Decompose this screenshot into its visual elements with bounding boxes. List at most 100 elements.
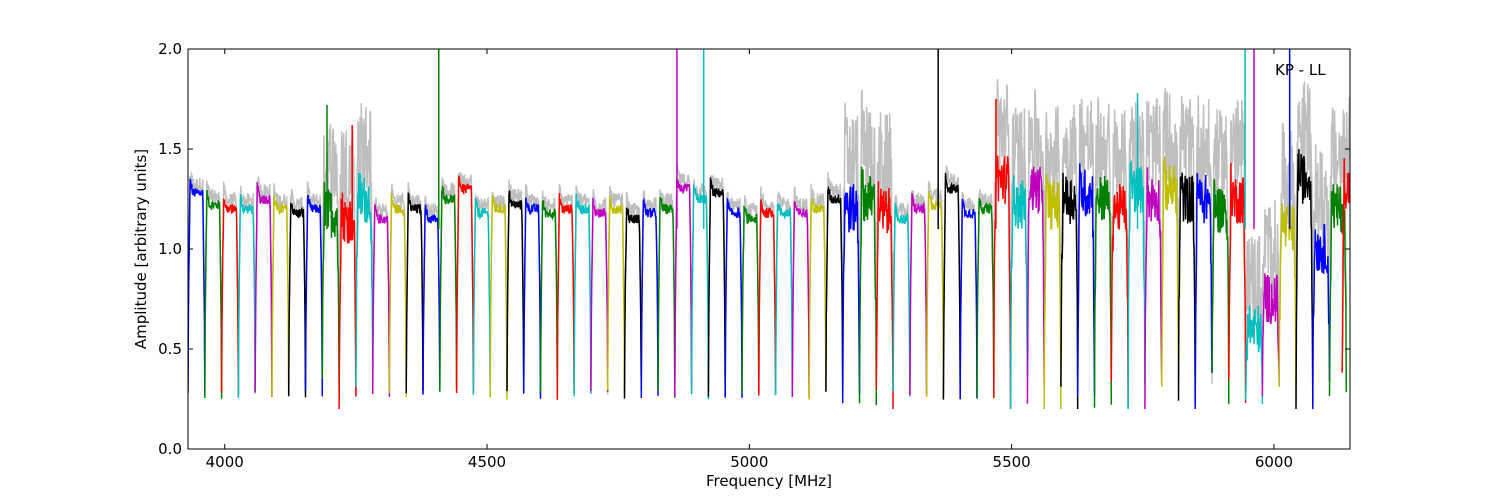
background-series-line <box>1295 81 1314 345</box>
channel-line <box>875 181 894 410</box>
channel-line <box>808 198 827 400</box>
background-series-line <box>1144 98 1163 350</box>
channel-line <box>422 204 441 395</box>
background-series-line <box>388 183 407 387</box>
background-series-line <box>338 129 357 391</box>
background-series-line <box>825 172 844 395</box>
channel-line <box>590 197 609 393</box>
channel-line <box>858 166 878 406</box>
channel-line <box>1060 172 1079 410</box>
background-series-line <box>758 186 777 394</box>
background-series-line <box>724 191 743 385</box>
background-series-line <box>539 190 559 395</box>
background-series-line <box>808 183 827 392</box>
background-series-line <box>875 112 894 366</box>
background-series-line <box>590 189 609 395</box>
background-series-line <box>1160 87 1180 384</box>
y-tick-label: 0.5 <box>158 340 182 358</box>
channel-line <box>254 182 273 398</box>
channel-line <box>1278 202 1297 403</box>
background-series-line <box>405 182 424 394</box>
y-tick-label: 1.5 <box>158 140 182 158</box>
channel-line <box>439 184 458 392</box>
channel-line <box>657 197 676 398</box>
channel-line <box>1228 162 1247 403</box>
channel-line <box>455 175 475 394</box>
channel-line <box>976 198 995 398</box>
channel-line <box>556 193 575 400</box>
background-series-line <box>1110 109 1129 381</box>
channel-line <box>909 193 928 396</box>
channel-line <box>573 193 592 397</box>
channel-line <box>1312 223 1331 410</box>
channel-line <box>791 200 810 398</box>
channel-line <box>237 193 256 399</box>
x-axis-label: Frequency [MHz] <box>706 472 832 490</box>
background-series-line <box>522 183 542 395</box>
y-tick-label: 1.0 <box>158 240 182 258</box>
background-series-line <box>1093 96 1113 338</box>
channel-line <box>1244 305 1264 404</box>
background-series-line <box>942 165 961 394</box>
channel-line <box>355 172 374 387</box>
background-series-line <box>1194 95 1213 375</box>
background-series-line <box>976 189 995 392</box>
baseline-annotation: KP - LL <box>1275 61 1326 79</box>
channel-line <box>741 205 760 395</box>
background-series-line <box>1026 89 1045 352</box>
channel-line <box>1261 273 1280 397</box>
background-series-line <box>439 177 458 389</box>
channel-line <box>220 198 240 395</box>
channel-line <box>959 198 978 399</box>
axis-ticks <box>188 48 1350 450</box>
x-tick-label: 4500 <box>468 453 506 471</box>
channel-line <box>942 172 961 400</box>
x-tick-label: 5500 <box>993 453 1031 471</box>
channel-line <box>388 193 407 398</box>
x-tick-label: 4000 <box>206 453 244 471</box>
channel-line <box>539 200 559 393</box>
background-series-line <box>1278 122 1297 355</box>
background-series-line <box>925 181 945 391</box>
channel-line <box>925 191 945 399</box>
channel-line <box>623 207 643 399</box>
background-series-line <box>1211 109 1230 384</box>
background-series-line <box>1228 99 1247 386</box>
background-series-line <box>606 185 626 385</box>
channel-line <box>338 192 357 410</box>
x-tick-label: 6000 <box>1255 453 1293 471</box>
channel-line <box>1194 172 1213 410</box>
channel-line <box>489 194 508 400</box>
channel-line <box>1110 184 1129 408</box>
channel-line <box>774 202 794 396</box>
channel-line <box>1043 174 1062 410</box>
x-tick-labels: 4000 4500 5000 5500 6000 <box>206 453 1293 471</box>
channel-line <box>188 178 206 396</box>
channel-line <box>472 198 491 398</box>
plot-area <box>188 49 1350 410</box>
background-series-line <box>220 181 240 384</box>
channel-line <box>287 202 307 398</box>
channel-line <box>1295 148 1314 410</box>
channel-line <box>1144 167 1163 410</box>
y-axis-label: Amplitude [arbitrary units] <box>132 149 150 349</box>
channel-line <box>1093 175 1113 408</box>
channel-line <box>304 194 324 397</box>
channel-line <box>758 199 777 396</box>
channel-line <box>204 189 223 399</box>
background-series-line <box>1043 106 1062 357</box>
channel-line <box>1177 172 1196 405</box>
channel-series <box>188 49 1350 410</box>
channel-line <box>321 182 340 394</box>
channel-line <box>892 202 911 397</box>
background-series-line <box>237 185 256 394</box>
channel-line <box>640 197 659 399</box>
channel-line <box>707 177 726 397</box>
background-series-line <box>623 192 643 392</box>
channel-line <box>371 204 391 397</box>
background-series-line <box>1312 144 1331 340</box>
channel-line <box>1076 163 1096 397</box>
background-series-line <box>1341 96 1350 351</box>
